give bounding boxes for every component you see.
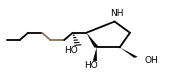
Text: OH: OH <box>144 56 158 65</box>
Polygon shape <box>86 33 99 48</box>
Text: NH: NH <box>110 9 124 18</box>
Polygon shape <box>93 47 97 61</box>
Text: HO: HO <box>64 46 78 55</box>
Polygon shape <box>120 47 138 58</box>
Text: HO: HO <box>85 61 98 70</box>
